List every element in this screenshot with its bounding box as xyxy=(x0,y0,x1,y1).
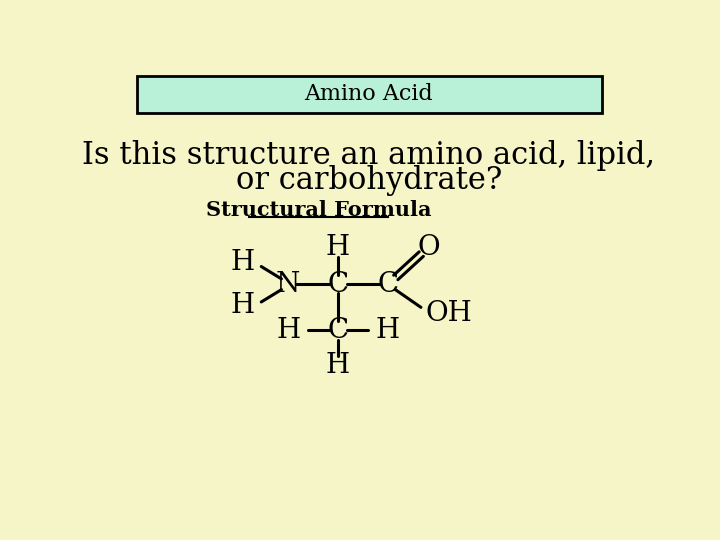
Text: H: H xyxy=(276,317,301,344)
Text: C: C xyxy=(328,271,348,298)
Text: H: H xyxy=(326,352,350,379)
Text: C: C xyxy=(378,271,399,298)
Text: H: H xyxy=(326,234,350,261)
Text: OH: OH xyxy=(426,300,472,327)
Text: O: O xyxy=(418,234,440,261)
FancyBboxPatch shape xyxy=(137,76,601,112)
Text: H: H xyxy=(231,292,255,319)
Text: C: C xyxy=(328,317,348,344)
Text: N: N xyxy=(276,271,300,298)
Text: H: H xyxy=(375,317,400,344)
Text: Amino Acid: Amino Acid xyxy=(305,83,433,105)
Text: or carbohydrate?: or carbohydrate? xyxy=(236,165,502,196)
Text: Structural Formula: Structural Formula xyxy=(206,200,431,220)
Text: H: H xyxy=(231,249,255,276)
Text: Is this structure an amino acid, lipid,: Is this structure an amino acid, lipid, xyxy=(83,140,655,171)
